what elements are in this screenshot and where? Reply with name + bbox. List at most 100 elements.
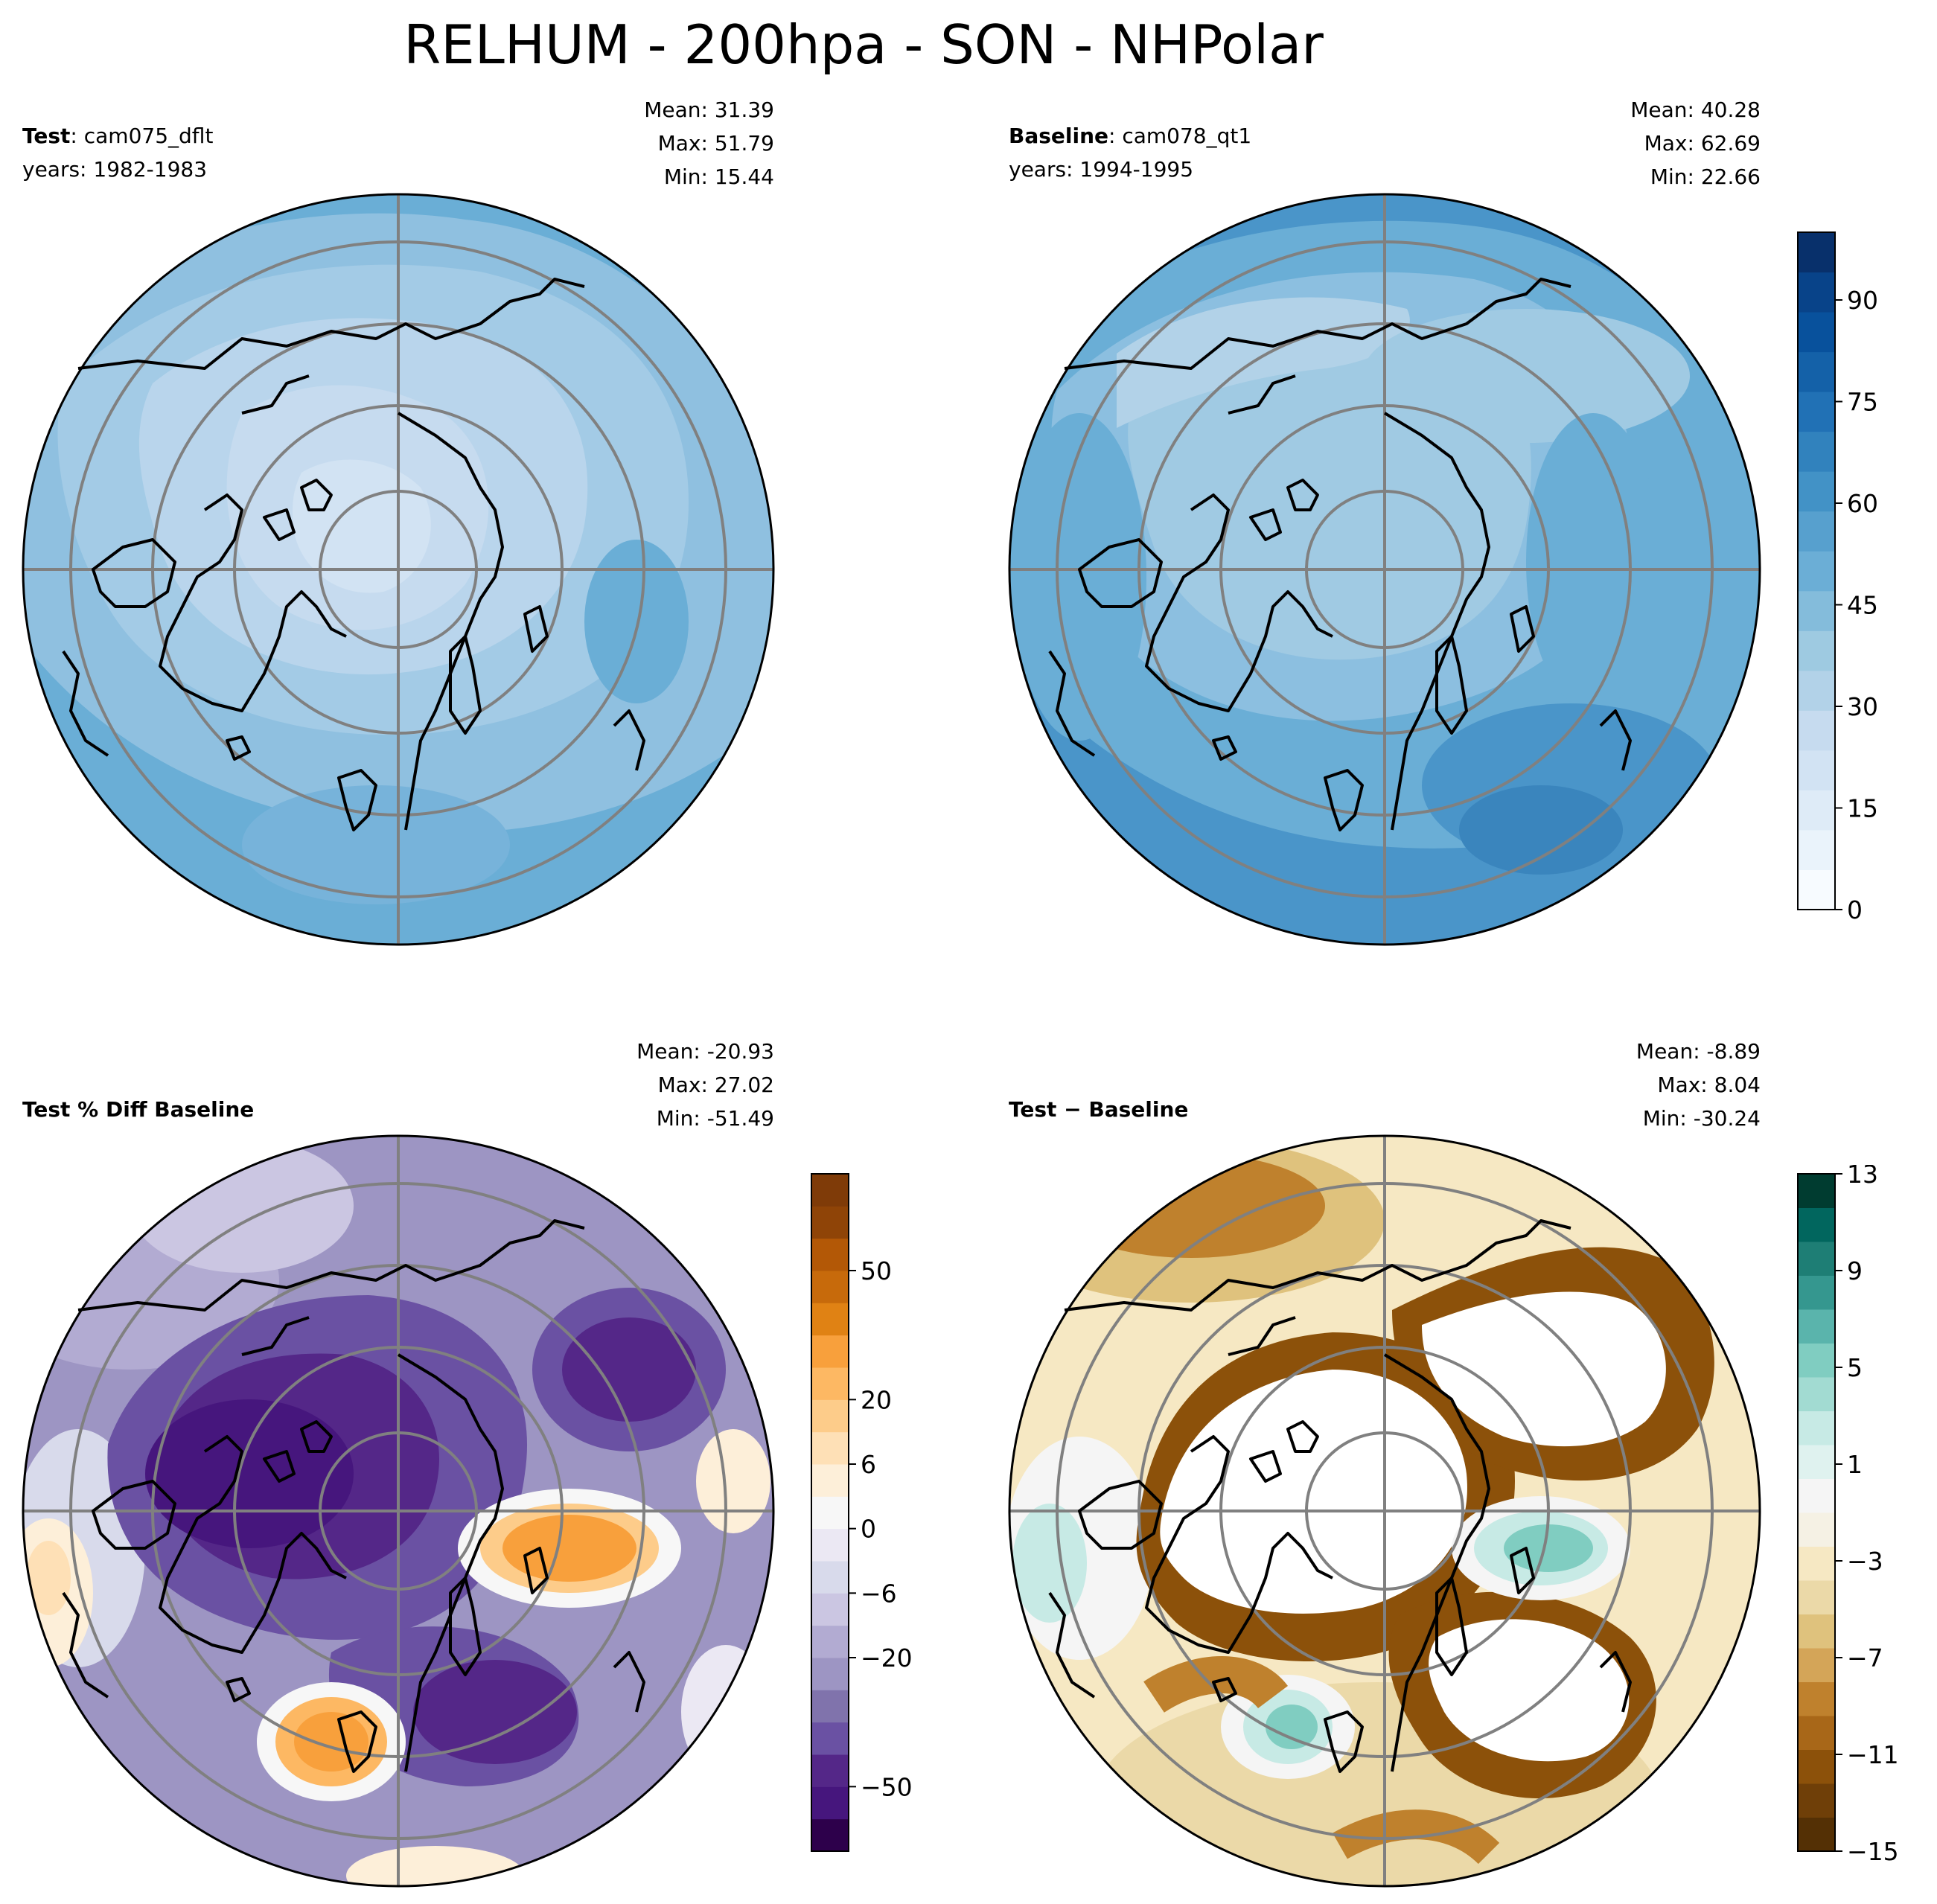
pctdiff-max: Max: 27.02	[657, 1073, 774, 1097]
pctdiff-label-bold: Test % Diff Baseline	[22, 1097, 255, 1122]
relhum-colorbar-swatch	[1798, 829, 1835, 870]
pctdiff-colorbar-swatch	[811, 1335, 849, 1368]
relhum-colorbar-tick-label: 90	[1847, 286, 1878, 315]
test-stats: Mean: 31.39 Max: 51.79 Min: 15.44	[476, 93, 774, 194]
test-mean: Mean: 31.39	[644, 98, 774, 122]
diff-colorbar-ticks: −15 −11 −7 −3 1 5 9 13	[1835, 1165, 1899, 1865]
diff-polar-map	[1008, 1134, 1761, 1888]
diff-colorbar-tick-label: 13	[1847, 1165, 1878, 1189]
pctdiff-colorbar-tick-label: −50	[861, 1772, 913, 1801]
diff-mean: Mean: -8.89	[1636, 1039, 1761, 1064]
diff-colorbar-tick-label: −11	[1847, 1740, 1899, 1769]
pctdiff-colorbar-swatch	[811, 1174, 849, 1207]
diff-colorbar-swatch	[1798, 1512, 1835, 1547]
relhum-colorbar-swatch	[1798, 590, 1835, 631]
diff-colorbar-swatch	[1798, 1614, 1835, 1649]
pctdiff-colorbar-swatch	[811, 1818, 849, 1852]
relhum-colorbar-swatch	[1798, 272, 1835, 313]
pctdiff-colorbar-swatch	[811, 1399, 849, 1433]
test-label-case: : cam075_dflt	[70, 124, 214, 148]
pctdiff-colorbar-tick-label: −6	[861, 1579, 897, 1608]
relhum-colorbar-frame	[1797, 231, 1836, 910]
relhum-colorbar-tick-label: 0	[1847, 895, 1863, 923]
diff-max: Max: 8.04	[1657, 1073, 1761, 1097]
relhum-colorbar-swatch	[1798, 431, 1835, 472]
pctdiff-colorbar-tick-label: 50	[861, 1256, 892, 1285]
relhum-colorbar-swatch	[1798, 710, 1835, 751]
pctdiff-colorbar-swatch	[811, 1238, 849, 1271]
diff-colorbar-swatch	[1798, 1377, 1835, 1411]
pctdiff-colorbar-swatch	[811, 1593, 849, 1626]
baseline-mean: Mean: 40.28	[1630, 98, 1761, 122]
pctdiff-colorbar-swatches	[811, 1174, 849, 1852]
pctdiff-panel-label: Test % Diff Baseline	[22, 1093, 254, 1126]
relhum-colorbar-swatch	[1798, 551, 1835, 592]
diff-colorbar-swatch	[1798, 1478, 1835, 1513]
relhum-colorbar-tick-label: 30	[1847, 692, 1878, 721]
diff-colorbar-swatch	[1798, 1242, 1835, 1276]
relhum-colorbar-swatch	[1798, 630, 1835, 671]
relhum-colorbar-swatch	[1798, 869, 1835, 910]
diff-stats: Mean: -8.89 Max: 8.04 Min: -30.24	[1463, 1035, 1761, 1135]
pctdiff-colorbar-swatch	[811, 1690, 849, 1723]
pctdiff-colorbar-swatch	[811, 1561, 849, 1594]
pctdiff-colorbar-swatch	[811, 1303, 849, 1336]
relhum-colorbar-swatch	[1798, 750, 1835, 790]
pctdiff-stats: Mean: -20.93 Max: 27.02 Min: -51.49	[476, 1035, 774, 1135]
diff-colorbar-swatches	[1798, 1174, 1835, 1852]
diff-colorbar-tick-label: 1	[1847, 1450, 1863, 1479]
diff-colorbar-swatch	[1798, 1411, 1835, 1445]
pctdiff-colorbar-swatch	[811, 1722, 849, 1755]
relhum-colorbar-ticks: 0 15 30 45 60 75 90	[1835, 286, 1878, 923]
relhum-colorbar-swatch	[1798, 471, 1835, 512]
pctdiff-colorbar-tick-label: 0	[861, 1515, 876, 1544]
pctdiff-colorbar-swatch	[811, 1431, 849, 1465]
test-label-bold: Test	[22, 124, 71, 148]
diff-panel-label: Test − Baseline	[1009, 1093, 1188, 1126]
diff-colorbar-swatch	[1798, 1749, 1835, 1784]
diff-colorbar-swatch	[1798, 1343, 1835, 1378]
diff-colorbar-swatch	[1798, 1716, 1835, 1750]
diff-colorbar-tick-label: −15	[1847, 1837, 1899, 1865]
pctdiff-colorbar-swatch	[811, 1625, 849, 1658]
diff-label-bold: Test − Baseline	[1009, 1097, 1189, 1122]
diff-colorbar-swatch	[1798, 1174, 1835, 1208]
relhum-colorbar-tick-label: 60	[1847, 489, 1878, 518]
diff-colorbar: −15 −11 −7 −3 1 5 9 13	[1797, 1165, 1899, 1865]
pctdiff-colorbar: −50 −20 −6 0 6 20 50	[811, 1173, 913, 1852]
diff-colorbar-swatch	[1798, 1275, 1835, 1310]
diff-colorbar-swatch	[1798, 1783, 1835, 1818]
pctdiff-colorbar-swatch	[811, 1271, 849, 1303]
relhum-colorbar-tick-label: 75	[1847, 388, 1878, 417]
diff-colorbar-tick-label: 5	[1847, 1353, 1863, 1382]
relhum-colorbar-tick-label: 15	[1847, 794, 1878, 823]
baseline-label-bold: Baseline	[1009, 124, 1109, 148]
baseline-years: years: 1994-1995	[1009, 157, 1194, 182]
pctdiff-mean: Mean: -20.93	[636, 1039, 774, 1064]
pctdiff-colorbar-swatch	[811, 1367, 849, 1400]
test-max: Max: 51.79	[657, 131, 774, 156]
test-polar-map	[22, 193, 775, 946]
diff-colorbar-swatch	[1798, 1648, 1835, 1682]
diff-colorbar-swatch	[1798, 1309, 1835, 1344]
pctdiff-colorbar-tick-label: −20	[861, 1643, 913, 1673]
pctdiff-colorbar-swatch	[811, 1754, 849, 1787]
baseline-panel-label: Baseline: cam078_qt1 years: 1994-1995	[1009, 119, 1251, 186]
pctdiff-colorbar-swatch	[811, 1528, 849, 1562]
baseline-max: Max: 62.69	[1644, 131, 1761, 156]
diff-colorbar-tick-label: −7	[1847, 1643, 1883, 1673]
relhum-colorbar-swatch	[1798, 670, 1835, 711]
baseline-label-case: : cam078_qt1	[1108, 124, 1252, 148]
pctdiff-colorbar-frame	[811, 1173, 849, 1852]
diff-colorbar-tick-label: 9	[1847, 1256, 1863, 1285]
relhum-colorbar-swatch	[1798, 312, 1835, 353]
diff-min: Min: -30.24	[1642, 1106, 1761, 1131]
test-min: Min: 15.44	[663, 164, 774, 189]
pctdiff-colorbar-tick-label: 6	[861, 1450, 876, 1479]
diff-colorbar-swatch	[1798, 1207, 1835, 1242]
diff-colorbar-tick-label: −3	[1847, 1547, 1883, 1576]
diff-colorbar-swatch	[1798, 1445, 1835, 1479]
baseline-polar-map	[1008, 193, 1761, 946]
pctdiff-colorbar-ticks: −50 −20 −6 0 6 20 50	[849, 1256, 913, 1801]
diff-colorbar-swatch	[1798, 1817, 1835, 1852]
